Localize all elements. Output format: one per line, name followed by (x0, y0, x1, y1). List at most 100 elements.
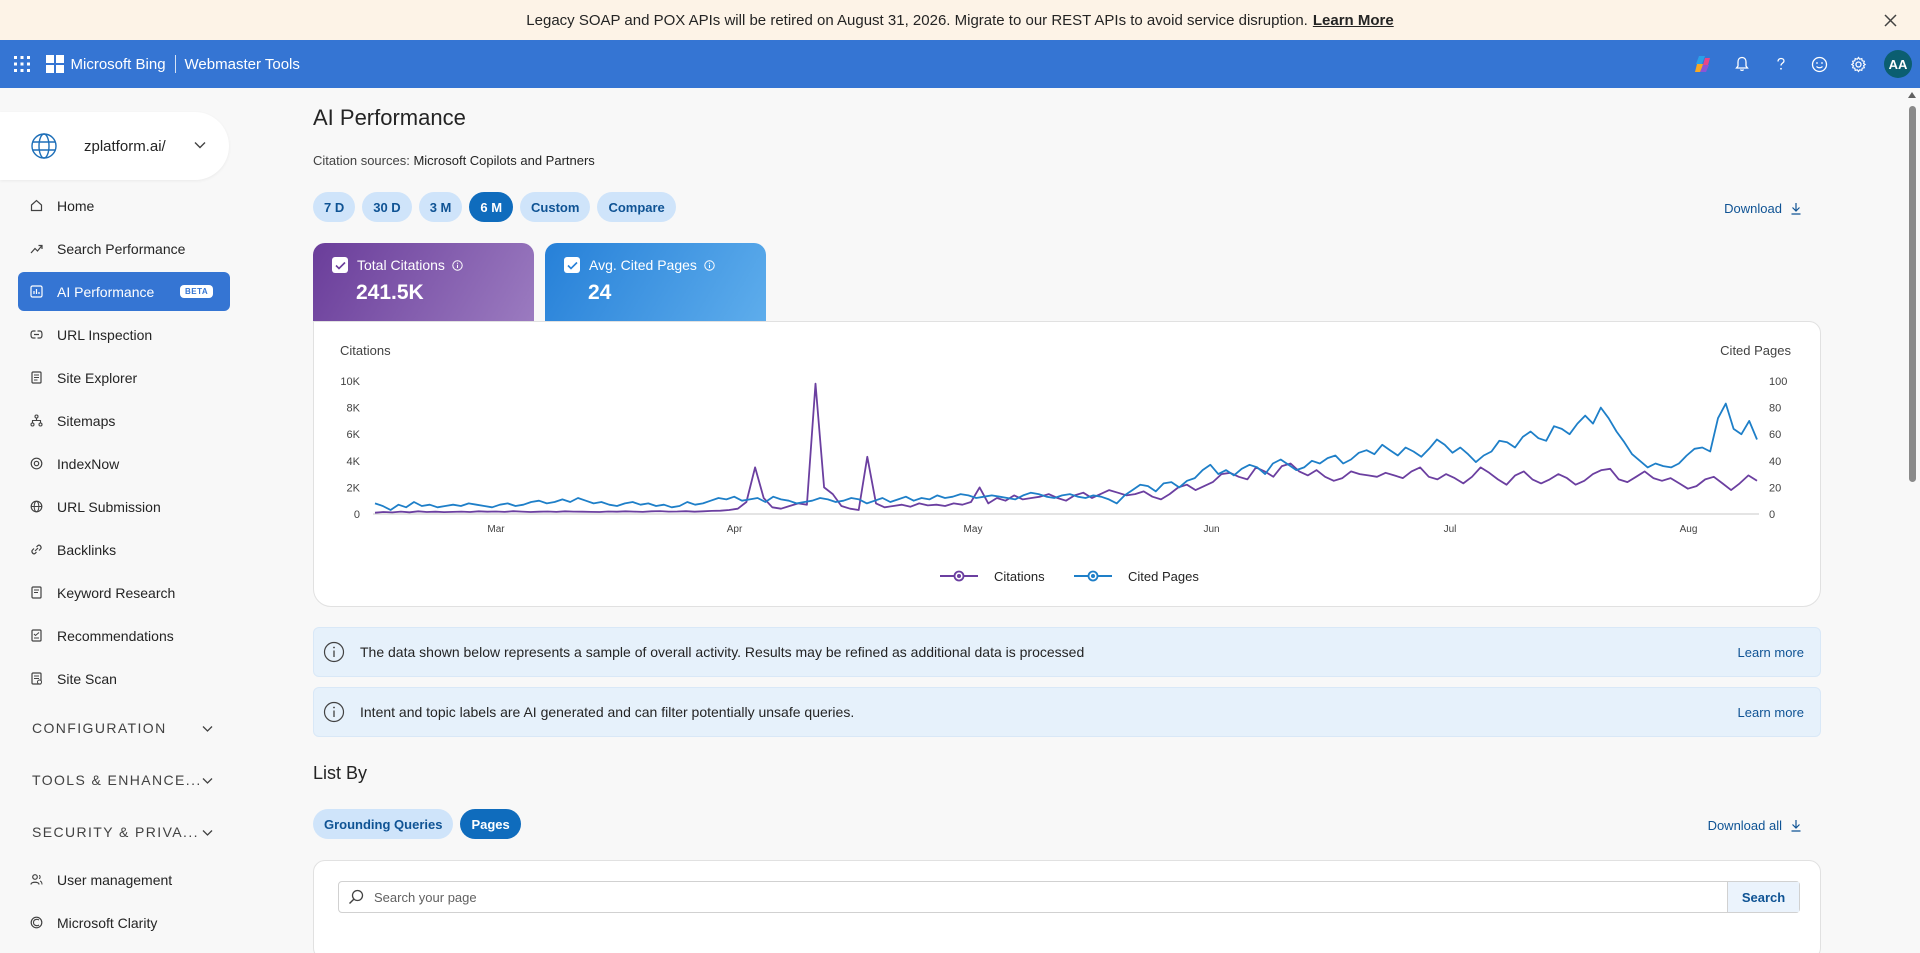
help-button[interactable] (1761, 40, 1800, 88)
y-tick-label-right: 80 (1769, 403, 1781, 415)
performance-chart: Citations Cited Pages 0 0 2K 20 4K 40 6K 60 8K 80 10… (340, 343, 1791, 584)
app-launcher-button[interactable] (12, 54, 32, 74)
sidebar-item-home[interactable]: Home (18, 186, 230, 225)
site-selector[interactable]: zplatform.ai/ (0, 112, 229, 180)
series-line-cited-pages (374, 402, 1758, 511)
indexnow-icon (30, 457, 42, 470)
y-tick-label-left: 0 (354, 509, 360, 521)
sidebar-item-ai-performance[interactable]: AI Performance BETA (18, 272, 230, 311)
keyword-icon (30, 586, 42, 599)
list-by-tabs: Grounding Queries Pages (313, 809, 528, 839)
sidebar-item-recommendations[interactable]: Recommendations (18, 616, 230, 655)
checkbox-total-citations[interactable] (332, 257, 348, 273)
settings-button[interactable] (1839, 40, 1878, 88)
sidebar-item-keyword-research[interactable]: Keyword Research (18, 573, 230, 612)
learn-more-link[interactable]: Learn more (1737, 644, 1804, 660)
download-all-label: Download all (1707, 818, 1782, 833)
x-tick-label: Aug (1680, 524, 1698, 535)
sidebar-item-label: Sitemaps (57, 412, 116, 429)
y-axis-right-title: Cited Pages (1720, 343, 1791, 358)
tab-grounding-queries[interactable]: Grounding Queries (313, 809, 454, 839)
copilot-button[interactable] (1683, 40, 1722, 88)
range-custom-button[interactable]: Custom (520, 192, 591, 222)
range-compare-button[interactable]: Compare (597, 192, 676, 222)
learn-more-link[interactable]: Learn more (1737, 704, 1804, 720)
info-icon[interactable] (704, 259, 715, 271)
range-30d-button[interactable]: 30 D (362, 192, 412, 222)
page-title: AI Performance (313, 105, 466, 130)
date-range-pills: 7 D 30 D 3 M 6 M Custom Compare (313, 192, 683, 222)
section-tools-enhancements[interactable]: TOOLS & ENHANCE... (18, 754, 230, 806)
kpi-value: 241.5K (356, 281, 424, 304)
bell-icon (1734, 56, 1749, 71)
brand[interactable]: Microsoft Bing Webmaster Tools (46, 55, 300, 73)
download-button[interactable]: Download (1724, 201, 1802, 216)
sidebar-nav: Home Search Performance AI Performance B… (18, 186, 230, 946)
beta-badge: BETA (180, 285, 214, 298)
sidebar-item-url-inspection[interactable]: URL Inspection (18, 315, 230, 354)
search-button[interactable]: Search (1727, 882, 1799, 912)
sidebar-item-label: Home (57, 197, 95, 214)
legend-label: Citations (994, 569, 1045, 584)
section-security-privacy[interactable]: SECURITY & PRIVA... (18, 806, 230, 858)
range-3m-button[interactable]: 3 M (418, 192, 463, 222)
y-tick-label-right: 100 (1769, 376, 1787, 388)
sidebar-item-site-explorer[interactable]: Site Explorer (18, 358, 230, 397)
citation-sources-label: Citation sources: (313, 153, 410, 168)
main-content: AI Performance Citation sources: Microso… (313, 88, 1821, 953)
legend-marker-dot (1091, 574, 1095, 578)
chevron-down-icon (202, 726, 213, 732)
sidebar-item-sitemaps[interactable]: Sitemaps (18, 401, 230, 440)
banner-close-button[interactable] (1878, 8, 1902, 32)
citation-sources-value: Microsoft Copilots and Partners (413, 153, 595, 168)
chevron-down-icon (194, 142, 206, 149)
range-7d-button[interactable]: 7 D (313, 192, 356, 222)
page-scrollbar[interactable] (1904, 88, 1920, 953)
sidebar-item-label: Microsoft Clarity (57, 914, 158, 931)
link-icon (29, 330, 43, 339)
feedback-button[interactable] (1800, 40, 1839, 88)
ai-labels-notice: Intent and topic labels are AI generated… (313, 687, 1821, 737)
globe-icon (31, 133, 57, 159)
y-tick-label-right: 60 (1769, 429, 1781, 441)
section-configuration[interactable]: CONFIGURATION (18, 702, 230, 754)
scrollbar-thumb[interactable] (1909, 106, 1916, 482)
info-icon (323, 701, 345, 723)
tab-pages[interactable]: Pages (460, 809, 521, 839)
kpi-total-citations[interactable]: Total Citations 241.5K (313, 243, 534, 323)
download-all-button[interactable]: Download all (1708, 818, 1802, 833)
check-icon (334, 261, 346, 270)
user-avatar[interactable]: AA (1884, 50, 1912, 78)
sidebar-item-url-submission[interactable]: URL Submission (18, 487, 230, 526)
sample-data-notice: The data shown below represents a sample… (313, 627, 1821, 677)
range-6m-button[interactable]: 6 M (469, 192, 514, 222)
sidebar-item-indexnow[interactable]: IndexNow (18, 444, 230, 483)
scroll-up-arrow-icon[interactable] (1908, 92, 1916, 98)
y-tick-label-right: 0 (1769, 509, 1775, 521)
sidebar-item-search-performance[interactable]: Search Performance (18, 229, 230, 268)
announcement-banner: Legacy SOAP and POX APIs will be retired… (0, 0, 1920, 40)
sidebar-item-microsoft-clarity[interactable]: Microsoft Clarity (18, 903, 230, 942)
notifications-button[interactable] (1722, 40, 1761, 88)
page-search-input[interactable] (374, 889, 1727, 905)
download-icon (1791, 203, 1801, 215)
sidebar-item-site-scan[interactable]: Site Scan (18, 659, 230, 698)
banner-learn-more-link[interactable]: Learn More (1312, 11, 1394, 29)
sidebar-item-user-management[interactable]: User management (18, 860, 230, 899)
notice-text: The data shown below represents a sample… (360, 644, 1085, 660)
sidebar: zplatform.ai/ Home Search Performance AI… (0, 88, 240, 953)
y-tick-label-left: 8K (347, 403, 361, 415)
x-tick-label: Jun (1203, 524, 1219, 535)
sidebar-item-label: Site Explorer (57, 369, 138, 386)
series-line-citations (374, 382, 1758, 514)
citation-sources: Citation sources: Microsoft Copilots and… (313, 153, 595, 168)
kpi-avg-cited-pages[interactable]: Avg. Cited Pages 24 (545, 243, 766, 323)
download-label: Download (1724, 201, 1782, 216)
info-icon[interactable] (452, 259, 463, 271)
checkbox-avg-cited-pages[interactable] (564, 257, 580, 273)
sidebar-item-backlinks[interactable]: Backlinks (18, 530, 230, 569)
microsoft-logo-icon (46, 55, 64, 73)
chevron-down-icon (202, 830, 213, 836)
y-tick-label-left: 10K (340, 376, 360, 388)
user-icon (29, 874, 42, 885)
